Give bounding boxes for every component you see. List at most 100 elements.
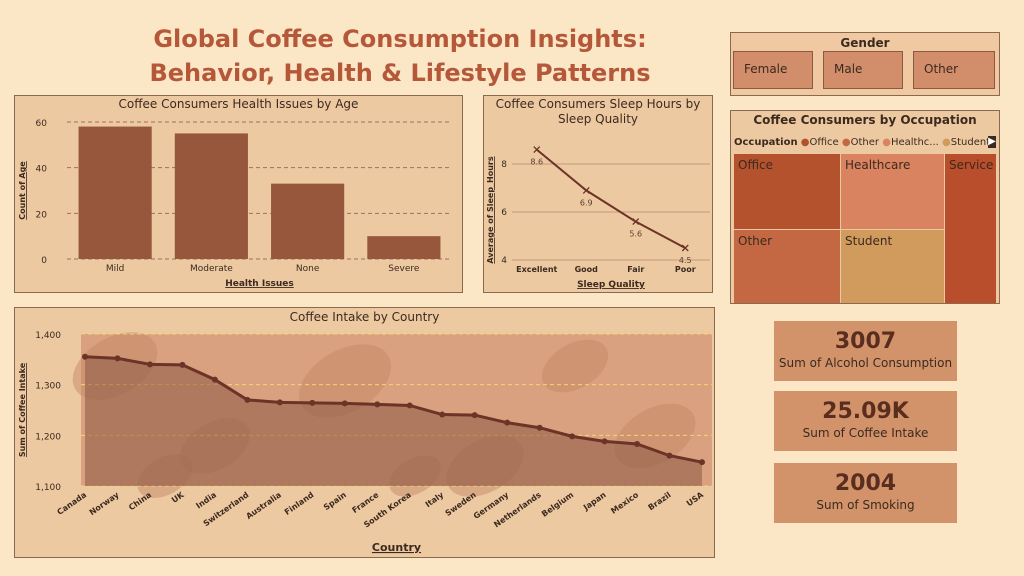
bar-none [271,183,345,259]
coffee-intake-point-9 [374,401,381,408]
bar-ytick-0: 0 [41,256,47,266]
sleep-data-label-0: 8.6 [530,158,543,167]
line-xtick-1: Good [575,265,599,274]
sleep-data-label-1: 6.9 [580,198,593,207]
legend-item-student: Student [950,137,991,148]
coffee-intake-point-8 [341,400,348,407]
area-xtick-17: Mexico [609,490,640,516]
coffee-intake-point-15 [569,433,576,440]
bar-ytick-3: 60 [36,119,48,129]
kpi-alcohol: 3007 Sum of Alcohol Consumption [774,321,957,381]
coffee-intake-point-5 [244,396,251,403]
tile-other[interactable]: Other [734,230,840,303]
bar-xtick-0: Mild [106,264,124,274]
bar-severe [367,236,441,259]
area-ytick-0: 1,100 [35,483,61,493]
title-line-2: Behavior, Health & Lifestyle Patterns [149,59,651,87]
legend-label: Occupation [734,137,798,148]
line-ylabel: Average of Sleep_Hours [486,156,495,264]
coffee-intake-point-6 [276,399,283,406]
occupation-legend: Occupation ●Office ●Other ●Healthc... ●S… [734,137,990,148]
legend-dot-office: ● [800,137,810,148]
kpi-coffee: 25.09K Sum of Coffee Intake [774,391,957,451]
sleep-data-label-2: 5.6 [629,230,642,239]
line-ytick-1: 6 [501,208,507,218]
occupation-panel: Coffee Consumers by Occupation Occupatio… [730,110,1000,304]
coffee-intake-point-7 [309,399,316,406]
coffee-intake-point-1 [114,355,121,362]
area-xtick-4: India [194,490,218,510]
legend-dot-other: ● [841,137,851,148]
sleep-chart-title: Coffee Consumers Sleep Hours by Sleep Qu… [484,97,712,127]
sleep-line-series [536,148,686,249]
coffee-intake-point-18 [666,452,673,459]
coffee-intake-point-10 [406,402,413,409]
kpi-smoking-label: Sum of Smoking [816,498,915,512]
legend-dot-student: ● [942,137,951,148]
sleep-panel: Coffee Consumers Sleep Hours by Sleep Qu… [483,95,713,293]
area-ylabel: Sum of Coffee Intake [18,362,27,457]
sleep-point-1 [582,186,590,194]
kpi-smoking-value: 2004 [834,471,897,496]
coffee-intake-point-4 [211,376,218,383]
area-xtick-7: Finland [283,490,316,517]
area-xtick-6: Australia [244,490,283,521]
area-xtick-18: Brazil [647,490,673,512]
bar-ylabel: Count of Age [18,161,27,220]
area-ytick-3: 1,400 [35,331,61,341]
kpi-alcohol-value: 3007 [834,329,897,354]
legend-item-healthcare: Healthc... [890,137,939,148]
area-xtick-19: USA [685,490,706,508]
gender-option-male[interactable]: Male [823,51,903,89]
tile-healthcare[interactable]: Healthcare [841,154,944,229]
country-intake-panel: Coffee Intake by Country 1,100 1,200 1,300… [14,307,715,558]
coffee-intake-point-13 [504,419,511,426]
sleep-point-0 [533,146,541,154]
coffee-intake-point-11 [439,411,446,418]
bar-moderate [174,133,248,259]
legend-next-arrow-icon[interactable]: ▶ [988,136,996,148]
sleep-data-label-3: 4.5 [679,256,692,265]
tile-service[interactable]: Service [945,154,996,303]
area-xtick-1: Norway [88,490,122,517]
health-chart-title: Coffee Consumers Health Issues by Age [118,97,359,111]
bar-xtick-1: Moderate [190,264,233,274]
line-xtick-2: Fair [627,265,644,274]
area-xtick-2: China [127,490,153,512]
gender-option-other[interactable]: Other [913,51,995,89]
bar-xtick-2: None [296,264,320,274]
legend-item-office: Office [809,137,839,148]
line-xlabel: Sleep Quality [577,280,645,290]
line-ytick-0: 4 [501,256,507,266]
area-ytick-2: 1,300 [35,382,61,392]
occupation-title: Coffee Consumers by Occupation [753,113,977,127]
coffee-bean-pattern-4 [541,339,609,393]
tile-student[interactable]: Student [841,230,944,303]
coffee-intake-point-2 [146,361,153,368]
bar-xtick-3: Severe [388,264,420,274]
kpi-coffee-label: Sum of Coffee Intake [802,426,929,440]
area-xtick-8: Spain [322,490,348,512]
area-xtick-11: Italy [424,490,446,509]
coffee-intake-point-14 [536,424,543,431]
coffee-intake-line [84,355,703,464]
kpi-coffee-value: 25.09K [822,399,909,424]
title-line-1: Global Coffee Consumption Insights: [153,25,647,53]
country-chart-title: Coffee Intake by Country [289,310,440,324]
area-xtick-15: Belgium [540,490,575,518]
gender-title: Gender [840,36,890,50]
coffee-intake-point-3 [179,361,186,368]
coffee-intake-point-16 [601,438,608,445]
kpi-smoking: 2004 Sum of Smoking [774,463,957,523]
area-xtick-0: Canada [56,490,89,517]
legend-dot-healthcare: ● [882,137,891,148]
legend-item-other: Other [850,137,880,148]
gender-option-female[interactable]: Female [733,51,813,89]
line-xtick-3: Poor [675,265,696,274]
area-ytick-1: 1,200 [35,432,61,442]
tile-office[interactable]: Office [734,154,840,229]
health-issues-panel: Coffee Consumers Health Issues by Age 0 2… [14,95,463,293]
health-issues-chart: 0 20 40 60 Mild Moderate None Severe Health Issu… [18,119,452,289]
